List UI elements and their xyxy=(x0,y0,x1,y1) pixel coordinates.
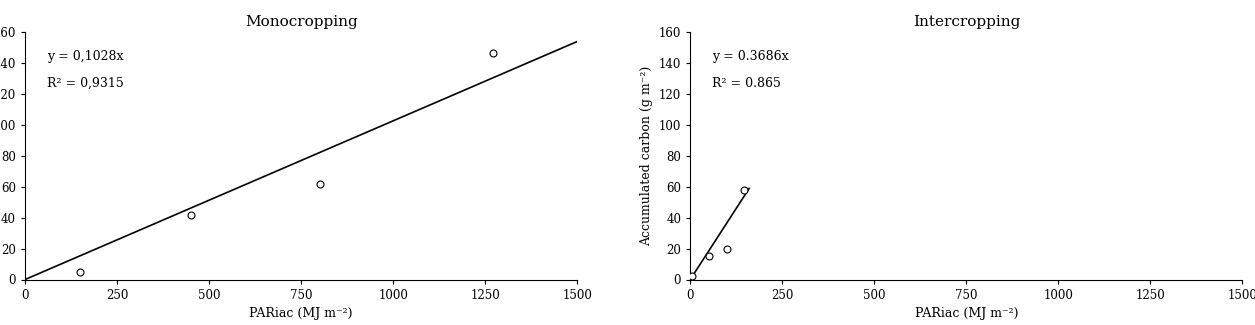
Point xyxy=(310,181,330,187)
Text: R² = 0.865: R² = 0.865 xyxy=(713,77,781,90)
Point xyxy=(181,212,201,217)
Y-axis label: Accumulated carbon (g m⁻²): Accumulated carbon (g m⁻²) xyxy=(640,66,654,246)
Text: y = 0.3686x: y = 0.3686x xyxy=(713,50,789,63)
Title: Intercropping: Intercropping xyxy=(912,15,1020,29)
Text: R² = 0,9315: R² = 0,9315 xyxy=(48,77,124,90)
X-axis label: PARiac (MJ m⁻²): PARiac (MJ m⁻²) xyxy=(915,307,1018,320)
Point xyxy=(483,50,503,55)
Title: Monocropping: Monocropping xyxy=(245,15,358,29)
Point xyxy=(734,187,754,192)
X-axis label: PARiac (MJ m⁻²): PARiac (MJ m⁻²) xyxy=(250,307,353,320)
Point xyxy=(681,274,702,279)
Point xyxy=(70,269,90,274)
Text: y = 0,1028x: y = 0,1028x xyxy=(48,50,124,63)
Point xyxy=(699,254,719,259)
Point xyxy=(717,246,737,251)
